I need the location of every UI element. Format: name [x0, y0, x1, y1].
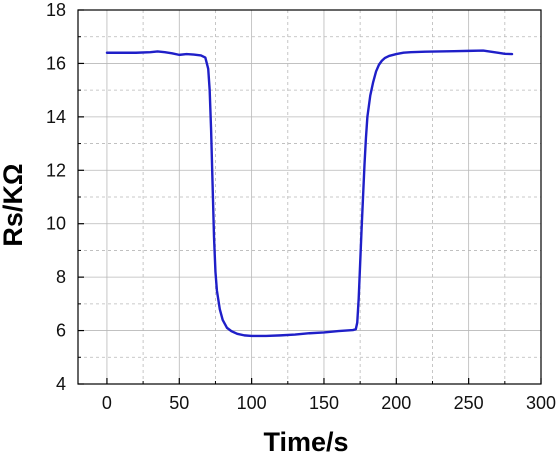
grid	[78, 10, 542, 384]
x-axis-title: Time/s	[263, 427, 348, 456]
y-tick-label: 6	[56, 321, 66, 341]
minor-grid	[78, 10, 541, 384]
y-tick-label: 10	[46, 214, 66, 234]
y-tick-label: 8	[56, 267, 66, 287]
ticks	[78, 9, 542, 385]
x-tick-label: 50	[169, 393, 189, 413]
series-line	[105, 49, 514, 338]
y-tick-label: 12	[46, 160, 66, 180]
series	[105, 49, 514, 338]
plot-frame	[77, 9, 542, 385]
y-tick-label: 14	[46, 107, 66, 127]
x-tick-label: 100	[237, 393, 267, 413]
x-tick-label: 0	[102, 393, 112, 413]
tick-labels: 0 50 100 150 200 250 300 4 6 8 10 12 14 16 18	[46, 0, 556, 413]
y-tick-label: 16	[46, 53, 66, 73]
y-axis-title: Rs/KΩ	[0, 163, 28, 246]
y-tick-label: 18	[46, 0, 66, 20]
x-tick-label: 150	[309, 393, 339, 413]
x-tick-label: 250	[454, 393, 484, 413]
x-tick-label: 200	[381, 393, 411, 413]
y-tick-label: 4	[56, 374, 66, 394]
x-tick-label: 300	[526, 393, 556, 413]
